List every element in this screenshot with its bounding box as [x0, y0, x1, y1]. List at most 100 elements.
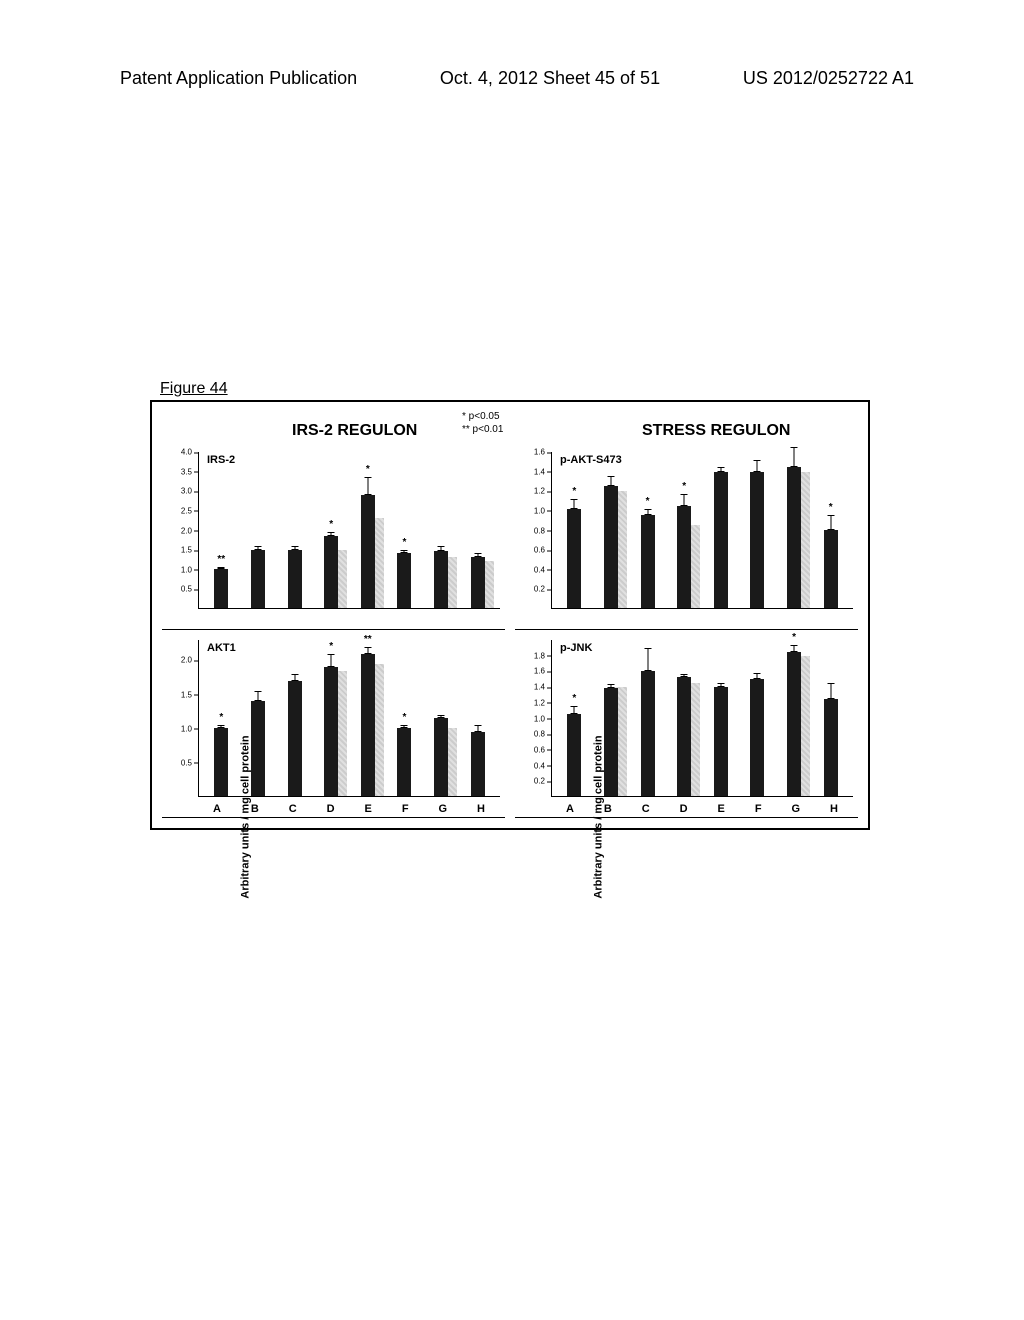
bar — [397, 728, 411, 796]
bar-group — [666, 640, 703, 796]
significance-marker: * — [402, 537, 406, 548]
bar-group: ** — [203, 452, 240, 608]
error-bar — [830, 683, 831, 699]
bar — [397, 553, 411, 608]
error-bar — [720, 467, 721, 472]
significance-marker: * — [329, 641, 333, 652]
y-tick: 3.0 — [181, 487, 192, 496]
y-tick: 1.4 — [534, 467, 545, 476]
bars-container: ***** — [199, 452, 500, 608]
y-ticks: 0.51.01.52.02.53.03.54.0 — [162, 447, 194, 629]
x-labels: ABCDEFGH — [551, 803, 853, 815]
y-tick: 0.4 — [534, 565, 545, 574]
bar — [677, 506, 691, 608]
bar — [324, 667, 338, 796]
y-tick: 0.6 — [534, 546, 545, 555]
bar — [567, 714, 581, 796]
error-bar — [757, 460, 758, 472]
error-bar — [684, 674, 685, 678]
y-tick: 2.0 — [181, 526, 192, 535]
bar — [251, 550, 265, 609]
error-bar — [221, 567, 222, 569]
bar-group — [276, 452, 313, 608]
bar-group: * — [386, 452, 423, 608]
significance-marker: * — [829, 502, 833, 513]
y-tick: 1.8 — [534, 651, 545, 660]
bar — [787, 467, 801, 608]
bar — [604, 688, 618, 796]
bar — [714, 472, 728, 609]
x-label: C — [289, 803, 297, 815]
error-bar — [404, 725, 405, 728]
bar-group — [276, 640, 313, 796]
bar — [471, 557, 485, 608]
significance-marker: ** — [217, 554, 225, 565]
error-bar — [404, 550, 405, 554]
pub-number: US 2012/0252722 A1 — [743, 68, 914, 89]
y-ticks: 0.20.40.60.81.01.21.41.6 — [515, 447, 547, 629]
y-tick: 1.0 — [181, 565, 192, 574]
significance-marker: * — [572, 693, 576, 704]
x-label: A — [566, 803, 574, 815]
sheet-info: Oct. 4, 2012 Sheet 45 of 51 — [440, 68, 660, 89]
bar-group — [629, 640, 666, 796]
error-bar — [647, 648, 648, 671]
error-bar — [610, 476, 611, 486]
error-bar — [257, 546, 258, 550]
bar-group — [459, 640, 496, 796]
y-tick: 0.8 — [534, 526, 545, 535]
x-label: F — [755, 803, 762, 815]
error-bar — [441, 715, 442, 718]
significance-marker: * — [219, 712, 223, 723]
bar — [361, 654, 375, 796]
panel-akt1: Arbitrary units / mg cell protein 0.51.0… — [162, 635, 505, 818]
bar-group: * — [350, 452, 387, 608]
bar — [324, 536, 338, 608]
bar-group: * — [556, 640, 593, 796]
bar-group — [812, 640, 849, 796]
y-tick: 3.5 — [181, 467, 192, 476]
bar — [214, 728, 228, 796]
legend-line-2: ** p<0.01 — [462, 423, 503, 436]
y-tick: 0.2 — [534, 777, 545, 786]
error-bar — [477, 725, 478, 732]
bar-group: * — [313, 640, 350, 796]
bar-group: * — [386, 640, 423, 796]
significance-marker: ** — [364, 634, 372, 645]
bar — [604, 486, 618, 608]
bar-group — [776, 452, 813, 608]
error-bar — [757, 673, 758, 679]
significance-marker: * — [646, 496, 650, 507]
bar — [471, 732, 485, 796]
bar — [288, 681, 302, 796]
bar — [641, 515, 655, 608]
bars-container: ** — [552, 640, 853, 796]
y-ticks: 0.51.01.52.0 — [162, 635, 194, 817]
bars-container: ***** — [199, 640, 500, 796]
bar — [214, 569, 228, 608]
y-tick: 2.0 — [181, 656, 192, 665]
error-bar — [367, 477, 368, 495]
error-bar — [331, 654, 332, 668]
y-tick: 1.2 — [534, 698, 545, 707]
error-bar — [647, 509, 648, 516]
error-bar — [720, 683, 721, 687]
error-bar — [441, 546, 442, 552]
chart-inner: p-JNK ** — [551, 640, 853, 797]
x-label: E — [365, 803, 372, 815]
error-bar — [294, 546, 295, 550]
bar — [361, 495, 375, 608]
significance-marker: * — [402, 712, 406, 723]
y-tick: 1.0 — [534, 714, 545, 723]
figure-label: Figure 44 — [160, 380, 228, 398]
bar-group: * — [313, 452, 350, 608]
error-bar — [794, 447, 795, 467]
bar — [641, 671, 655, 796]
error-bar — [684, 494, 685, 506]
y-tick: 4.0 — [181, 448, 192, 457]
bar-group: * — [776, 640, 813, 796]
bar-group: * — [666, 452, 703, 608]
bar — [750, 679, 764, 796]
error-bar — [794, 645, 795, 651]
significance-marker: * — [329, 519, 333, 530]
